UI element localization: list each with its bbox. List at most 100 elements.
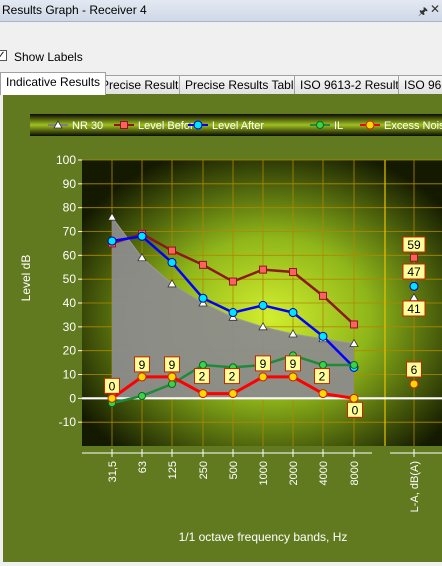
data-label-excess-noise: 0 [352,403,359,417]
y-axis-title: Level dB [19,255,33,302]
data-label-extra-excess-noise: 6 [411,363,418,377]
point-excess-noise [198,389,208,399]
y-tick-label: 20 [63,344,77,358]
x-tick-label: 125 [167,461,179,479]
y-tick-label: 70 [63,225,77,239]
data-label-extra-level-after-box [402,263,426,280]
results-tabs: Indicative Results Precise Results Preci… [0,72,442,95]
point-excess-noise [258,372,268,382]
point-level-after [318,331,328,341]
y-tick-label: 10 [63,368,77,382]
y-tick-label: 100 [56,153,76,167]
x-tick-label: 31,5 [107,461,119,482]
options-bar: ✓ Show Labels [0,44,442,70]
point-excess-noise [288,372,298,382]
show-labels-checkbox[interactable]: ✓ [0,50,7,61]
legend-bar [30,114,442,136]
data-label-excess-noise: 2 [319,370,326,384]
point-level-after [137,231,147,241]
data-label-excess-noise-box [314,368,330,385]
tab-iso-9613-2-results[interactable]: ISO 9613-2 Results [294,75,411,94]
data-label-excess-noise: 9 [139,358,146,372]
data-label-excess-noise-box [134,356,150,373]
tab-iso-961[interactable]: ISO 961 [398,75,442,94]
data-label-excess-noise: 9 [290,357,297,371]
tab-indicative-results[interactable]: Indicative Results [0,72,107,95]
x-tick-label: 500 [228,461,240,479]
data-label-extra-nr-30-box [402,300,426,317]
data-label-excess-noise: 9 [260,357,267,371]
point-il [199,360,207,369]
y-tick-label: 0 [69,391,76,405]
point-il [138,391,146,400]
y-tick-label: 40 [63,296,77,310]
legend-label-1: Level Before [138,120,200,132]
x-tick-label: 4000 [318,461,330,485]
y-tick-label: -10 [59,415,77,429]
point-level-after [198,293,208,303]
y-tick-label: 80 [63,201,77,215]
point-il [168,380,176,389]
data-label-extra-excess-noise-box [406,361,422,378]
point-level-after [167,257,177,267]
window-title: Results Graph - Receiver 4 [2,3,147,17]
x-tick-label: 63 [137,461,149,473]
data-label-excess-noise-box [104,377,120,394]
data-label-excess-noise-box [164,356,180,373]
point-excess-noise [167,372,177,382]
point-nr-30 [349,338,359,347]
point-excess-noise [349,393,359,403]
point-level-before [199,260,207,269]
point-level-after [288,308,298,318]
legend-marker-2 [193,120,203,130]
close-icon[interactable]: ✕ [429,2,440,16]
point-level-after [258,300,268,310]
point-nr-30 [107,212,117,221]
y-tick-label: 60 [63,248,77,262]
legend-marker-0 [53,120,63,129]
point-extra-excess-noise [409,379,419,389]
point-il [350,360,358,369]
legend-label-0: NR 30 [72,120,103,132]
point-level-before [289,268,297,277]
x-axis-title: 1/1 octave frequency bands, Hz [179,530,348,544]
data-label-excess-noise: 2 [229,370,236,384]
x-tick-label: 1000 [258,461,270,485]
point-excess-noise [228,389,238,399]
point-level-before [319,291,327,300]
legend: NR 30 Level Before Level After IL Excess Noi… [30,114,442,136]
y-tick-label: 30 [63,320,77,334]
legend-label-4: Excess Noise [384,120,442,132]
x-tick-label: 2000 [288,461,300,485]
data-label-extra-nr-30: 41 [407,302,421,316]
point-il [319,360,327,369]
point-level-before [350,320,358,329]
legend-label-2: Level After [212,120,264,132]
data-label-excess-noise: 2 [199,370,206,384]
x-tick-label: 250 [198,461,210,479]
point-nr-30 [167,279,177,288]
point-nr-30 [288,329,298,338]
pin-icon[interactable]: 🖈︎ [417,6,428,18]
x-tick-label-extra: L-A, dB(A) [409,461,421,512]
point-level-before [259,265,267,274]
point-level-after [228,308,238,318]
data-label-excess-noise-box [255,355,271,372]
data-label-extra-level-after: 47 [407,265,421,279]
point-nr-30 [137,252,147,262]
data-label-excess-noise-box [347,401,363,418]
legend-label-3: IL [334,120,343,132]
window-titlebar: Results Graph - Receiver 4 🖈︎ ✕ [0,0,442,22]
point-excess-noise [107,393,117,403]
point-extra-level-after [409,281,419,291]
data-label-excess-noise-box [194,368,210,385]
y-tick-label: 90 [63,177,77,191]
point-level-before [229,277,237,286]
legend-marker-4 [365,120,375,130]
point-level-before [168,246,176,255]
point-excess-noise [318,389,328,399]
show-labels-label[interactable]: Show Labels [14,50,83,64]
data-label-excess-noise-box [285,355,301,372]
